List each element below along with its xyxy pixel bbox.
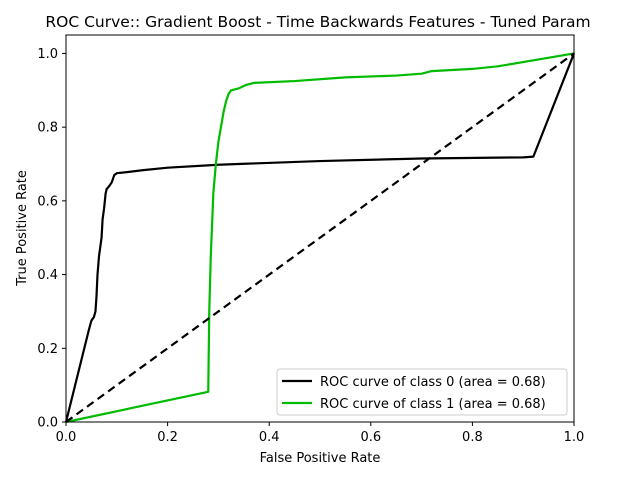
legend-entry-class-1: ROC curve of class 1 (area = 0.68) xyxy=(320,397,546,412)
x-tick-label: 0.6 xyxy=(360,430,381,445)
legend-box xyxy=(276,368,568,416)
series-line-class-0 xyxy=(64,53,576,423)
x-tick-label: 0.8 xyxy=(462,430,483,445)
x-tick-label: 0.0 xyxy=(56,430,77,445)
chart-title: ROC Curve:: Gradient Boost - Time Backwa… xyxy=(45,13,590,31)
y-axis-label: True Positive Rate xyxy=(15,170,30,287)
plot-lines xyxy=(64,52,576,424)
x-axis-ticks: 0.0 0.2 0.4 0.6 0.8 1.0 xyxy=(56,422,585,445)
y-tick-label: 0.4 xyxy=(37,268,58,283)
y-tick-label: 0.0 xyxy=(37,416,58,431)
y-tick-label: 0.8 xyxy=(37,121,58,136)
legend: ROC curve of class 0 (area = 0.68) ROC c… xyxy=(276,368,568,416)
series-line-class-1 xyxy=(65,52,575,424)
x-axis-label: False Positive Rate xyxy=(260,451,381,466)
y-tick-label: 0.6 xyxy=(37,194,58,209)
chance-diagonal-line xyxy=(65,52,575,423)
x-tick-label: 0.2 xyxy=(157,430,178,445)
y-tick-label: 1.0 xyxy=(37,47,58,62)
y-tick-label: 0.2 xyxy=(37,342,58,357)
x-tick-label: 0.4 xyxy=(259,430,280,445)
y-axis-ticks: 0.0 0.2 0.4 0.6 0.8 1.0 xyxy=(37,47,66,431)
x-tick-label: 1.0 xyxy=(564,430,585,445)
plot-frame xyxy=(65,34,575,423)
legend-entry-class-0: ROC curve of class 0 (area = 0.68) xyxy=(320,375,546,390)
